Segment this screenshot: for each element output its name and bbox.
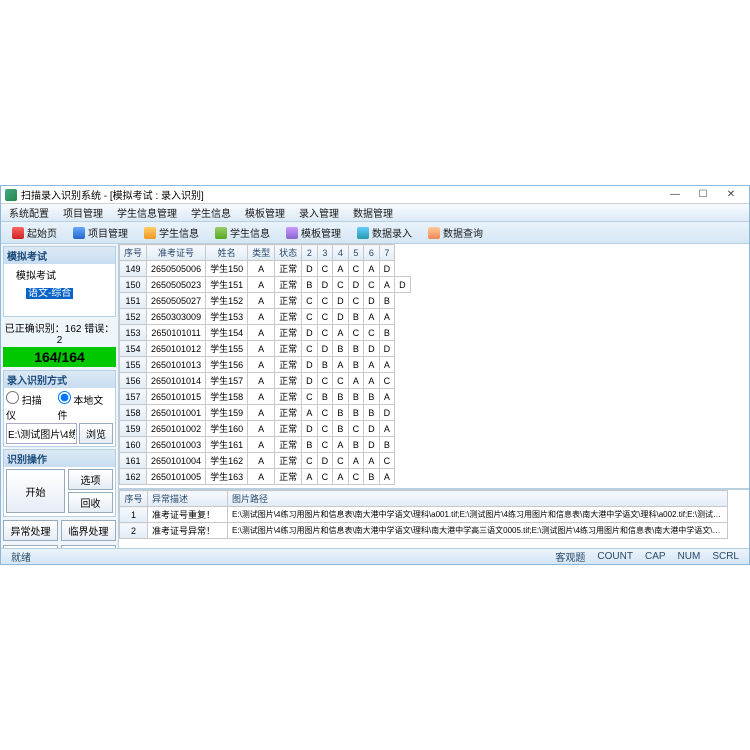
close-button[interactable]: ✕ xyxy=(717,187,745,203)
toolbtn-data[interactable]: 数据录入 xyxy=(350,223,419,242)
radio-localfile[interactable]: 本地文件 xyxy=(58,391,113,422)
browse-button[interactable]: 浏览 xyxy=(79,423,113,444)
table-row[interactable]: 1612650101004学生162A正常CDCAAC xyxy=(120,453,411,469)
menu-3[interactable]: 学生信息 xyxy=(187,205,235,220)
exam-tree[interactable]: 模拟考试 语文-综合 xyxy=(6,266,113,314)
toolbtn-proj[interactable]: 项目管理 xyxy=(66,223,135,242)
stat-panel: 已正确识别：162 错误：2 164/164 xyxy=(3,319,116,368)
status-count: COUNT xyxy=(591,551,639,562)
menubar: 系统配置项目管理学生信息管理学生信息模板管理录入管理数据管理 xyxy=(1,204,749,222)
table-row[interactable]: 1552650101013学生156A正常DBABAA xyxy=(120,357,411,373)
op-panel: 识别操作 开始 选项 回收 xyxy=(3,449,116,517)
table-row[interactable]: 1562650101014学生157A正常DCCAAC xyxy=(120,373,411,389)
menu-5[interactable]: 录入管理 xyxy=(295,205,343,220)
exam-panel: 模拟考试 模拟考试 语文-综合 xyxy=(3,246,116,317)
app-window: 扫描录入识别系统 - [模拟考试 : 录入识别] — ☐ ✕ 系统配置项目管理学… xyxy=(0,185,750,565)
col-header[interactable]: 序号 xyxy=(120,245,147,261)
content-area: 序号准考证号姓名类型状态2345671492650505006学生150A正常D… xyxy=(119,244,749,548)
stu2-icon xyxy=(215,227,227,239)
mode-panel: 录入识别方式 扫描仪 本地文件 浏览 xyxy=(3,370,116,447)
col-header[interactable]: 序号 xyxy=(120,491,148,507)
col-header[interactable]: 4 xyxy=(333,245,349,261)
table-row[interactable]: 1622650101005学生163A正常ACACBA xyxy=(120,469,411,485)
table-row[interactable]: 1492650505006学生150A正常DCACAD xyxy=(120,261,411,277)
minimize-button[interactable]: — xyxy=(661,187,689,203)
radio-scanner[interactable]: 扫描仪 xyxy=(6,391,52,422)
toolbtn-query[interactable]: 数据查询 xyxy=(421,223,490,242)
progress-bar: 164/164 xyxy=(3,347,116,367)
table-row[interactable]: 1512650505027学生152A正常CCDCDB xyxy=(120,293,411,309)
status-num: NUM xyxy=(672,551,707,562)
exception-grid-wrap[interactable]: 序号异常描述图片路径1准考证号重复！E:\测试图片\4练习用图片和信息表\南大港… xyxy=(119,490,749,548)
table-row[interactable]: 1502650505023学生151A正常BDCDCAD xyxy=(120,277,411,293)
exception-row[interactable]: 1准考证号重复！E:\测试图片\4练习用图片和信息表\南大港中学语文\理科\a0… xyxy=(120,507,728,523)
proxy-button[interactable]: 临界处理 xyxy=(61,520,116,541)
col-header[interactable]: 7 xyxy=(379,245,395,261)
select-button[interactable]: 选项 xyxy=(68,469,113,490)
col-header[interactable]: 2 xyxy=(302,245,318,261)
menu-6[interactable]: 数据管理 xyxy=(349,205,397,220)
toolbtn-tmpl[interactable]: 模板管理 xyxy=(279,223,348,242)
menu-0[interactable]: 系统配置 xyxy=(5,205,53,220)
statusbar: 就绪 客观题 COUNT CAP NUM SCRL xyxy=(1,548,749,564)
status-review: 客观题 xyxy=(549,549,591,564)
stu1-icon xyxy=(144,227,156,239)
col-header[interactable]: 3 xyxy=(317,245,333,261)
table-row[interactable]: 1592650101002学生160A正常DCBCDA xyxy=(120,421,411,437)
proj-icon xyxy=(73,227,85,239)
main-grid-wrap[interactable]: 序号准考证号姓名类型状态2345671492650505006学生150A正常D… xyxy=(119,244,749,490)
table-row[interactable]: 1572650101015学生158A正常CBBBBA xyxy=(120,389,411,405)
status-cap: CAP xyxy=(639,551,672,562)
col-header[interactable]: 图片路径 xyxy=(228,491,728,507)
table-row[interactable]: 1542650101012学生155A正常CDBBDD xyxy=(120,341,411,357)
stat-text: 已正确识别：162 错误：2 xyxy=(3,320,116,346)
menu-1[interactable]: 项目管理 xyxy=(59,205,107,220)
mode-panel-title: 录入识别方式 xyxy=(4,371,115,388)
table-row[interactable]: 1602650101003学生161A正常BCABDB xyxy=(120,437,411,453)
exception-button[interactable]: 异常处理 xyxy=(3,520,58,541)
table-row[interactable]: 1522650303009学生153A正常CCDBAA xyxy=(120,309,411,325)
col-header[interactable]: 姓名 xyxy=(206,245,248,261)
workspace: 模拟考试 模拟考试 语文-综合 已正确识别：162 错误：2 164/164 录… xyxy=(1,244,749,548)
col-header[interactable]: 类型 xyxy=(248,245,275,261)
filepath-input[interactable] xyxy=(6,423,77,444)
col-header[interactable]: 5 xyxy=(348,245,364,261)
col-header[interactable]: 异常描述 xyxy=(148,491,228,507)
status-scrl: SCRL xyxy=(706,551,745,562)
tree-item-selected[interactable]: 语文-综合 xyxy=(6,283,113,300)
query-icon xyxy=(428,227,440,239)
table-row[interactable]: 1582650101001学生159A正常ACBBBD xyxy=(120,405,411,421)
sidebar: 模拟考试 模拟考试 语文-综合 已正确识别：162 错误：2 164/164 录… xyxy=(1,244,119,548)
col-header[interactable]: 状态 xyxy=(275,245,302,261)
toolbtn-home[interactable]: 起始页 xyxy=(5,223,64,242)
exception-row[interactable]: 2准考证号异常！E:\测试图片\4练习用图片和信息表\南大港中学语文\理科\南大… xyxy=(120,523,728,539)
exam-panel-title: 模拟考试 xyxy=(4,247,115,264)
recycle-button[interactable]: 回收 xyxy=(68,492,113,513)
toolbtn-stu1[interactable]: 学生信息 xyxy=(137,223,206,242)
main-grid[interactable]: 序号准考证号姓名类型状态2345671492650505006学生150A正常D… xyxy=(119,244,411,485)
menu-2[interactable]: 学生信息管理 xyxy=(113,205,181,220)
home-icon xyxy=(12,227,24,239)
start-button[interactable]: 开始 xyxy=(6,469,65,513)
window-title: 扫描录入识别系统 - [模拟考试 : 录入识别] xyxy=(21,187,661,202)
op-panel-title: 识别操作 xyxy=(4,450,115,467)
status-ready: 就绪 xyxy=(5,549,37,564)
tree-root[interactable]: 模拟考试 xyxy=(6,266,113,283)
table-row[interactable]: 1532650101011学生154A正常DCACCB xyxy=(120,325,411,341)
toolbar: 起始页项目管理学生信息学生信息模板管理数据录入数据查询 xyxy=(1,222,749,244)
data-icon xyxy=(357,227,369,239)
maximize-button[interactable]: ☐ xyxy=(689,187,717,203)
toolbtn-stu2[interactable]: 学生信息 xyxy=(208,223,277,242)
col-header[interactable]: 准考证号 xyxy=(147,245,206,261)
exception-grid[interactable]: 序号异常描述图片路径1准考证号重复！E:\测试图片\4练习用图片和信息表\南大港… xyxy=(119,490,728,539)
col-header[interactable]: 6 xyxy=(364,245,380,261)
titlebar[interactable]: 扫描录入识别系统 - [模拟考试 : 录入识别] — ☐ ✕ xyxy=(1,186,749,204)
tmpl-icon xyxy=(286,227,298,239)
app-icon xyxy=(5,189,17,201)
menu-4[interactable]: 模板管理 xyxy=(241,205,289,220)
